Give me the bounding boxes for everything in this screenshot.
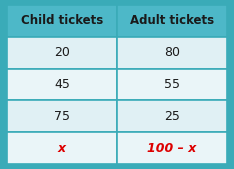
Text: Child tickets: Child tickets bbox=[21, 15, 103, 27]
Bar bbox=[117, 69, 227, 100]
Bar bbox=[7, 37, 117, 69]
Bar bbox=[117, 100, 227, 132]
Bar bbox=[7, 5, 117, 37]
Text: 55: 55 bbox=[164, 78, 180, 91]
Text: 100 – x: 100 – x bbox=[147, 142, 197, 154]
Bar bbox=[7, 69, 117, 100]
Text: 75: 75 bbox=[54, 110, 70, 123]
Text: Adult tickets: Adult tickets bbox=[130, 15, 214, 27]
Text: x: x bbox=[58, 142, 66, 154]
Bar bbox=[117, 5, 227, 37]
Bar bbox=[117, 132, 227, 164]
Text: 20: 20 bbox=[54, 46, 70, 59]
Bar bbox=[7, 132, 117, 164]
Bar bbox=[7, 100, 117, 132]
Text: 25: 25 bbox=[164, 110, 180, 123]
Text: 45: 45 bbox=[54, 78, 70, 91]
Bar bbox=[117, 37, 227, 69]
Text: 80: 80 bbox=[164, 46, 180, 59]
